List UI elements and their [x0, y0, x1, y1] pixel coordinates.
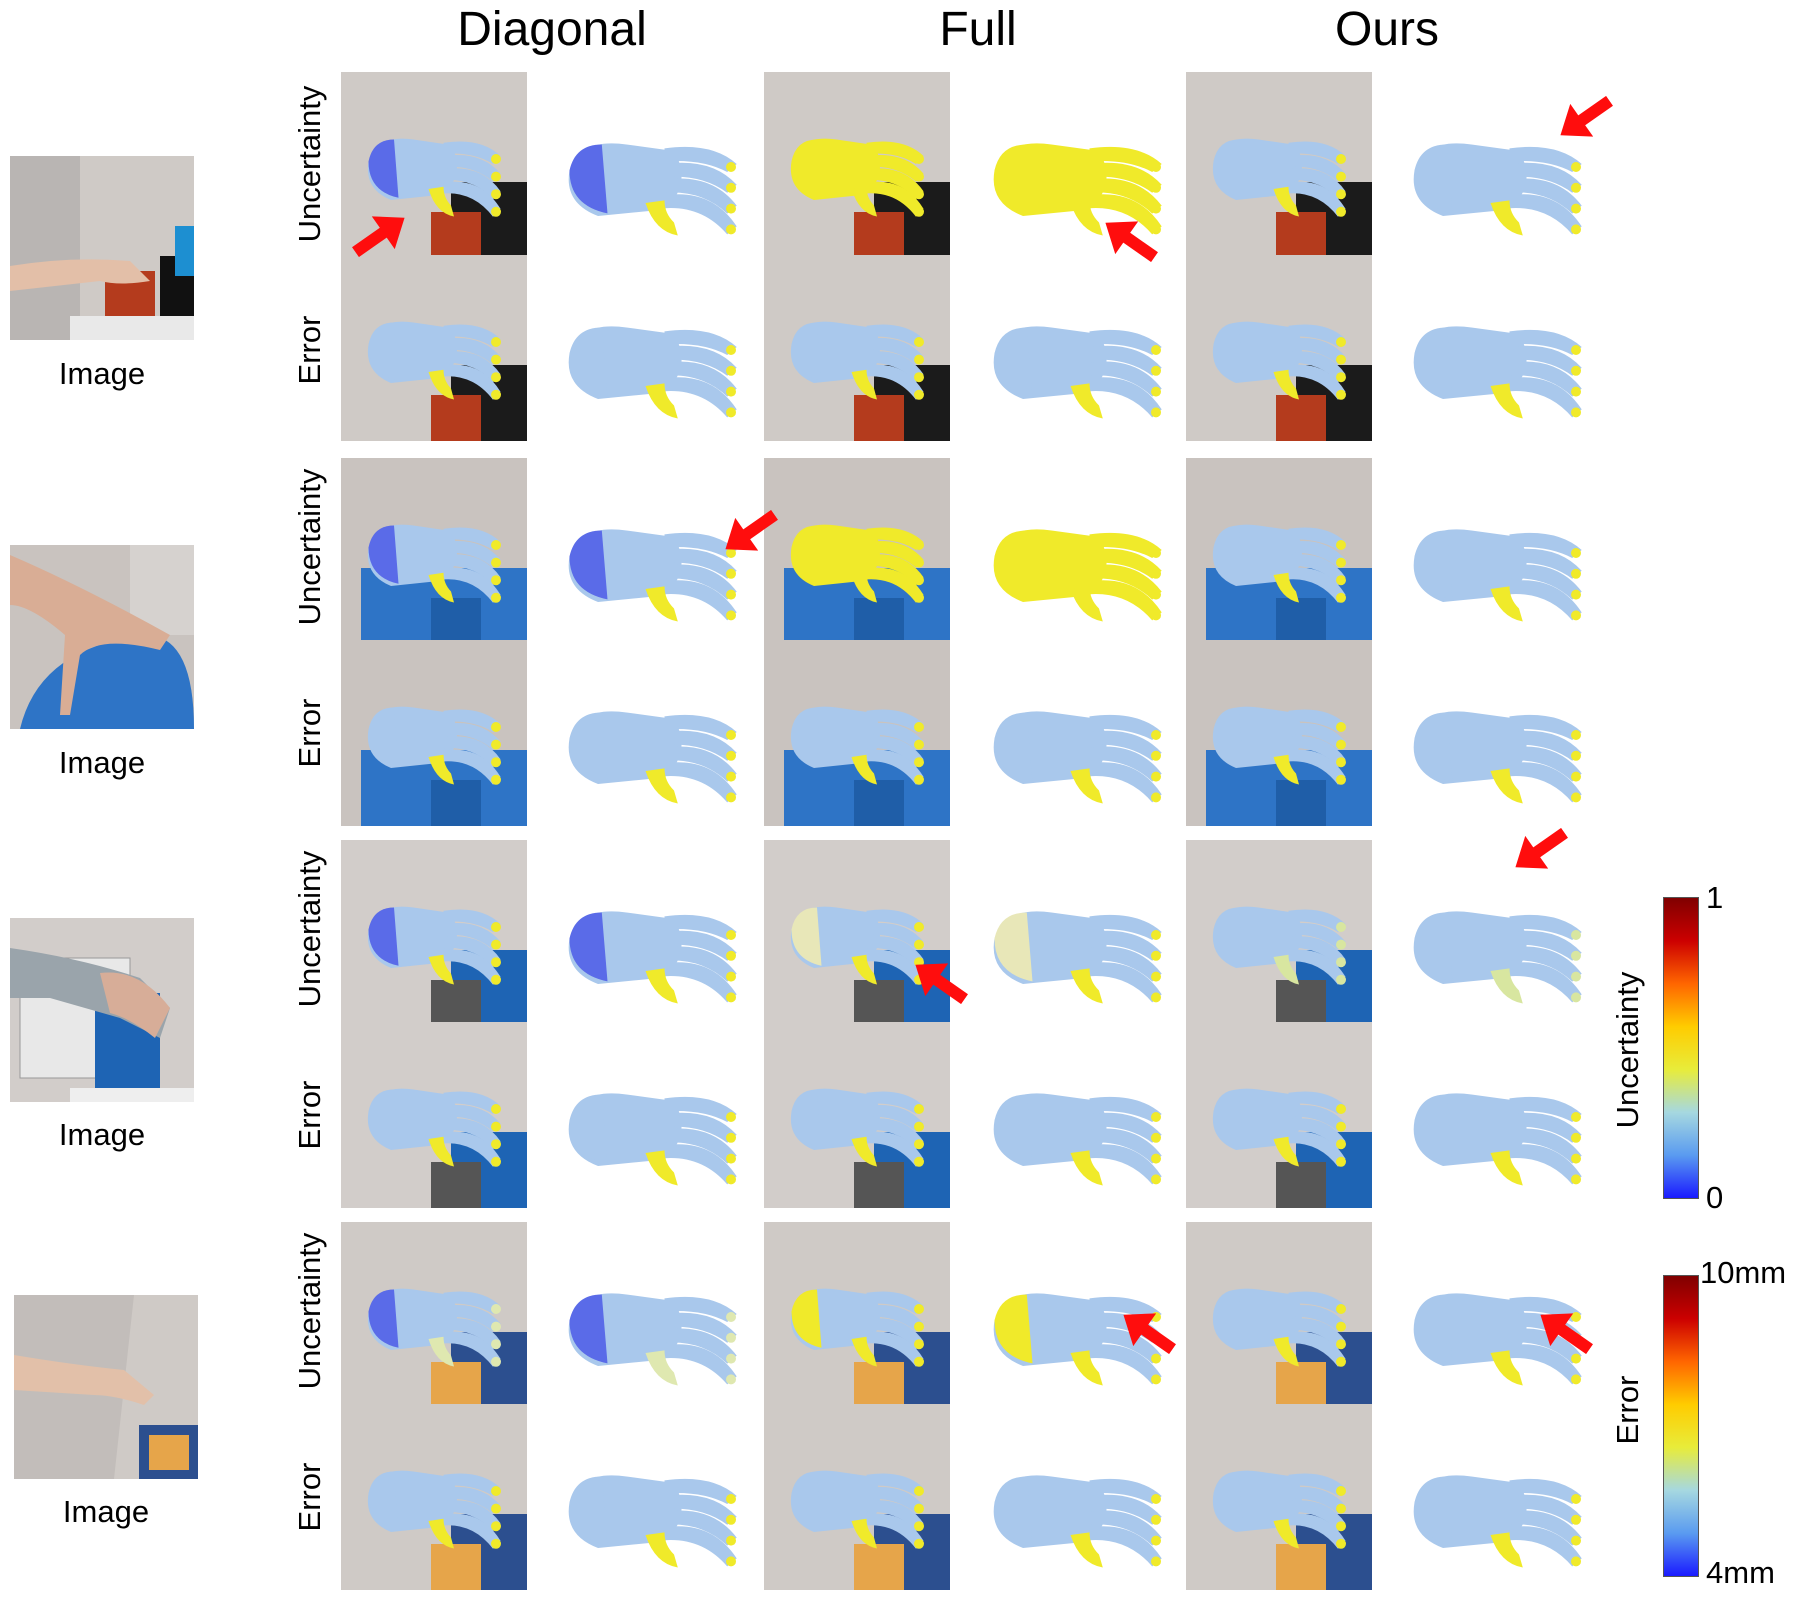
row-label-uncertainty-1: Uncertainty: [292, 85, 327, 243]
error-overlay-image: [1186, 1022, 1372, 1208]
error-colorbar-max: 10mm: [1700, 1255, 1787, 1290]
row-label-uncertainty-2: Uncertainty: [292, 468, 327, 626]
error-hand-mesh: [1405, 680, 1595, 810]
error-hand-mesh: [560, 1062, 750, 1192]
arrow-icon-7: [1123, 1313, 1177, 1355]
arrow-icon-8: [1540, 1313, 1594, 1355]
row-label-error-3: Error: [292, 1080, 327, 1150]
row-label-error-1: Error: [292, 315, 327, 385]
uncertainty-hand-mesh: [985, 880, 1175, 1010]
error-overlay-image: [764, 640, 950, 826]
uncertainty-overlay-image: [1186, 840, 1372, 1026]
column-header-ours: Ours: [1334, 3, 1439, 56]
row-label-uncertainty-3: Uncertainty: [292, 850, 327, 1008]
uncertainty-hand-mesh: [560, 1262, 750, 1392]
error-overlay-image: [341, 640, 527, 826]
uncertainty-hand-mesh: [985, 498, 1175, 628]
error-overlay-image: [764, 1022, 950, 1208]
row-label-error-2: Error: [292, 698, 327, 768]
uncertainty-hand-mesh: [985, 1262, 1175, 1392]
error-colorbar-label: Error: [1610, 1375, 1645, 1445]
input-caption-2: Image: [58, 745, 146, 780]
input-image-2: [10, 545, 194, 729]
uncertainty-hand-mesh: [985, 112, 1175, 242]
uncertainty-hand-mesh: [1405, 880, 1595, 1010]
input-image-1: [10, 156, 194, 340]
arrow-icon-4: [725, 509, 779, 551]
error-overlay-image: [1186, 640, 1372, 826]
uncertainty-hand-mesh: [560, 498, 750, 628]
error-overlay-image: [1186, 1404, 1372, 1590]
uncertainty-overlay-image: [341, 72, 527, 258]
error-overlay-image: [341, 1404, 527, 1590]
uncertainty-overlay-image: [1186, 72, 1372, 258]
input-caption-3: Image: [58, 1117, 146, 1152]
error-hand-mesh: [1405, 295, 1595, 425]
uncertainty-overlay-image: [764, 1222, 950, 1408]
uncertainty-colorbar-min: 0: [1706, 1180, 1724, 1215]
error-colorbar-min: 4mm: [1706, 1555, 1775, 1590]
error-hand-mesh: [985, 1062, 1175, 1192]
error-hand-mesh: [985, 1444, 1175, 1574]
error-hand-mesh: [560, 680, 750, 810]
uncertainty-overlay-image: [764, 458, 950, 644]
arrow-icon-5: [1515, 827, 1569, 869]
uncertainty-overlay-image: [1186, 458, 1372, 644]
uncertainty-overlay-image: [341, 1222, 527, 1408]
row-label-uncertainty-4: Uncertainty: [292, 1232, 327, 1390]
error-hand-mesh: [1405, 1444, 1595, 1574]
error-overlay-image: [341, 1022, 527, 1208]
arrow-icon-2: [1105, 221, 1159, 263]
error-overlay-image: [1186, 255, 1372, 441]
uncertainty-overlay-image: [1186, 1222, 1372, 1408]
input-caption-1: Image: [58, 356, 146, 391]
error-overlay-image: [341, 255, 527, 441]
error-hand-mesh: [1405, 1062, 1595, 1192]
uncertainty-overlay-image: [341, 840, 527, 1026]
uncertainty-overlay-image: [764, 72, 950, 258]
error-hand-mesh: [560, 1444, 750, 1574]
uncertainty-hand-mesh: [560, 112, 750, 242]
input-image-3: [10, 918, 194, 1102]
error-overlay-image: [764, 1404, 950, 1590]
arrow-icon-3: [1560, 95, 1614, 137]
uncertainty-colorbar-label: Uncertainty: [1610, 971, 1645, 1129]
uncertainty-hand-mesh: [1405, 498, 1595, 628]
error-hand-mesh: [985, 295, 1175, 425]
row-label-error-4: Error: [292, 1462, 327, 1532]
column-header-diagonal: Diagonal: [457, 3, 647, 56]
input-caption-4: Image: [62, 1494, 150, 1529]
uncertainty-hand-mesh: [1405, 112, 1595, 242]
error-overlay-image: [764, 255, 950, 441]
error-colorbar: [1663, 1275, 1699, 1577]
arrow-icon-6: [915, 963, 969, 1005]
uncertainty-colorbar: [1663, 897, 1699, 1199]
input-image-4: [14, 1295, 198, 1479]
uncertainty-hand-mesh: [560, 880, 750, 1010]
error-hand-mesh: [560, 295, 750, 425]
arrow-icon-1: [351, 216, 405, 258]
column-header-full: Full: [939, 3, 1017, 56]
uncertainty-colorbar-max: 1: [1706, 880, 1724, 915]
uncertainty-overlay-image: [764, 840, 950, 1026]
error-hand-mesh: [985, 680, 1175, 810]
uncertainty-overlay-image: [341, 458, 527, 644]
